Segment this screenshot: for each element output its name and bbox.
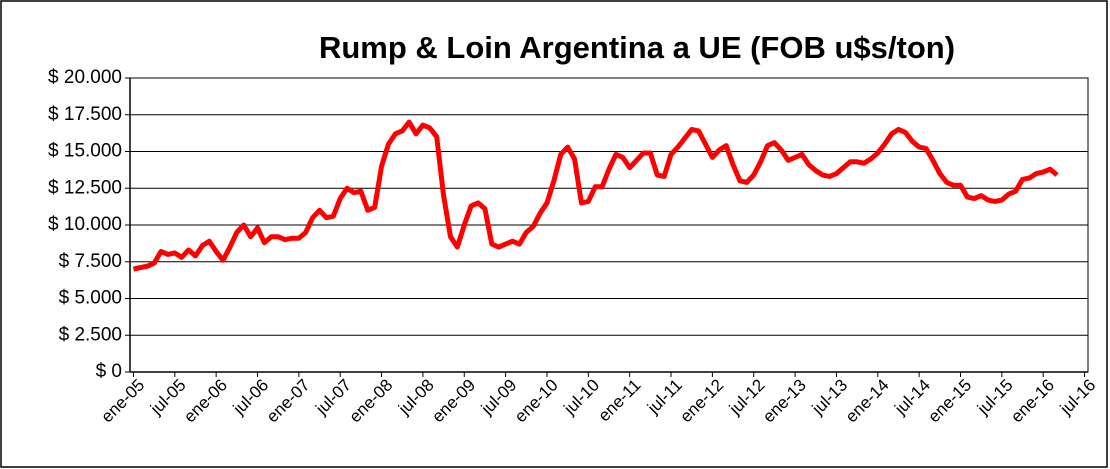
y-tick-label: $ 15.000 <box>48 141 122 162</box>
data-line <box>132 119 1059 272</box>
y-tick-label: $ 7.500 <box>59 251 122 272</box>
y-tick-label: $ 10.000 <box>48 214 122 235</box>
chart-title: Rump & Loin Argentina a UE (FOB u$s/ton) <box>319 30 955 65</box>
y-tick-label: $ 2.500 <box>59 324 122 345</box>
y-tick-label: $ 12.500 <box>48 177 122 198</box>
y-tick-label: $ 5.000 <box>59 288 122 309</box>
y-tick-label: $ 17.500 <box>48 104 122 125</box>
y-tick-label: $ 0 <box>96 361 122 382</box>
y-tick-label: $ 20.000 <box>48 67 122 88</box>
